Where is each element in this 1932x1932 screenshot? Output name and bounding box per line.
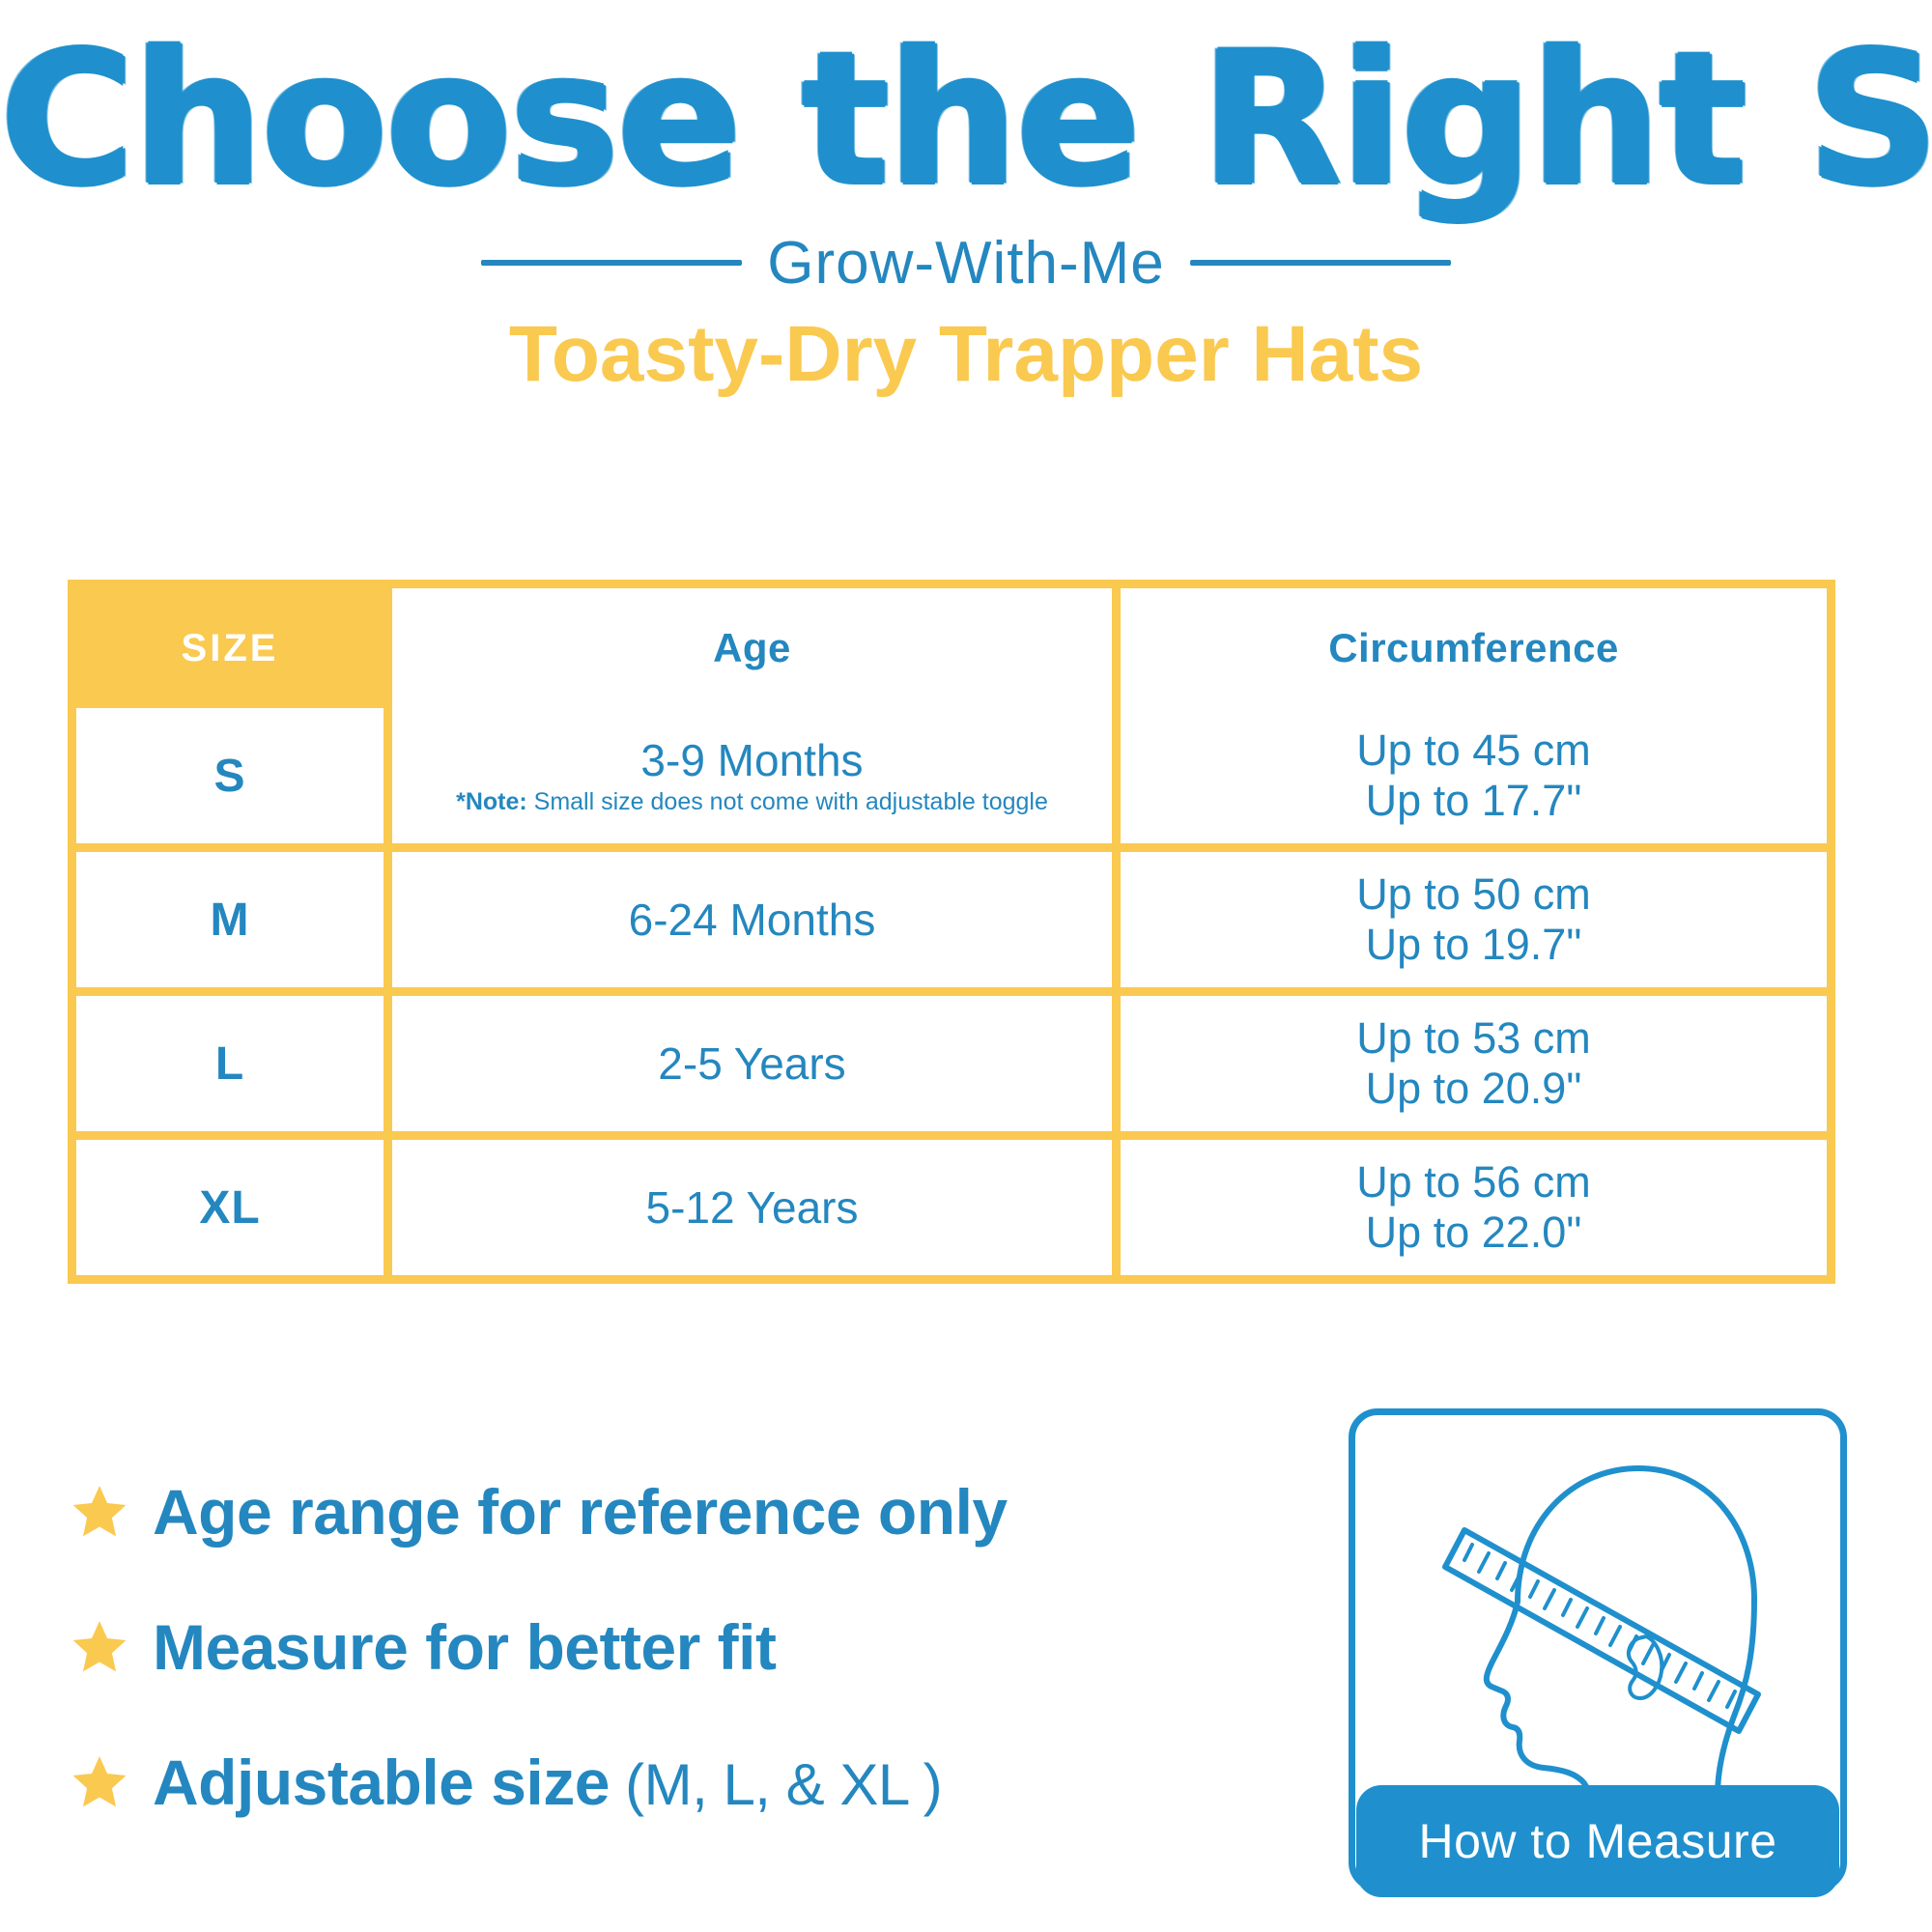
table-cell-age: 5-12 Years [392,1140,1112,1275]
age-value: 6-24 Months [628,894,876,945]
divider-left [481,260,743,266]
circumference-content: Up to 53 cm Up to 20.9" [1356,1013,1591,1114]
list-item-label: Adjustable size (M, L, & XL ) [153,1746,943,1819]
note-label: *Note: [456,788,527,816]
table-body: S 3-9 Months *Note: Small size does not … [76,708,1827,1275]
how-to-measure-label-bar[interactable]: How to Measure [1356,1785,1839,1897]
table-cell-age: 3-9 Months *Note: Small size does not co… [392,708,1112,843]
head-profile-with-measuring-tape-icon [1442,1465,1761,1824]
table-header-cell-size: SIZE [76,588,384,708]
age-content: 6-24 Months [628,894,876,945]
age-value: 3-9 Months [640,734,864,785]
star-icon [72,1756,127,1807]
table-row: L 2-5 Years Up to 53 cm Up to 20.9" [76,996,1827,1131]
table-cell-age: 6-24 Months [392,852,1112,987]
note-text: Small size does not come with adjustable… [526,788,1048,816]
star-icon [72,1486,127,1537]
subtitle-row: Grow-With-Me [0,229,1932,298]
circumference-content: Up to 45 cm Up to 17.7" [1356,725,1591,826]
list-item-text: Age range for reference only [153,1476,1008,1548]
list-item: Adjustable size (M, L, & XL ) [70,1715,1316,1850]
size-value: XL [199,1181,261,1234]
list-item: Age range for reference only [70,1444,1316,1579]
size-value: S [213,750,246,802]
list-item-suffix: (M, L, & XL ) [609,1752,943,1817]
feature-list: Age range for reference only Measure for… [70,1444,1316,1850]
circumference-cm: Up to 50 cm [1356,869,1591,920]
column-header-age: Age [713,625,791,670]
size-value: M [210,894,250,946]
page-header: Choose the Right Size Grow-With-Me Toast… [0,0,1932,400]
list-item-text: Measure for better fit [153,1611,777,1683]
age-value: 2-5 Years [658,1037,846,1089]
table-cell-size: XL [76,1140,384,1275]
table-cell-size: M [76,852,384,987]
how-to-measure-label: How to Measure [1418,1814,1777,1868]
table-header: SIZE Age Circumference [76,588,1827,708]
circumference-in: Up to 20.9" [1365,1064,1582,1113]
circumference-cm: Up to 53 cm [1356,1013,1591,1064]
divider-right [1189,260,1451,266]
age-value: 5-12 Years [645,1181,859,1233]
age-content: 3-9 Months *Note: Small size does not co… [456,734,1048,815]
list-item-text: Adjustable size [153,1747,610,1818]
table-cell-circumference: Up to 53 cm Up to 20.9" [1121,996,1827,1131]
age-content: 5-12 Years [645,1181,859,1233]
table-row: S 3-9 Months *Note: Small size does not … [76,708,1827,843]
table-row: XL 5-12 Years Up to 56 cm Up to 22.0" [76,1140,1827,1275]
star-icon [72,1621,127,1672]
subtitle: Grow-With-Me [767,229,1165,297]
page-title: Choose the Right Size [0,13,1932,226]
size-chart-table: SIZE Age Circumference S 3-9 Months *Not… [68,580,1835,1284]
list-item-label: Measure for better fit [153,1610,777,1684]
table-header-cell-age: Age [392,588,1112,708]
circumference-in: Up to 22.0" [1365,1208,1582,1257]
circumference-cm: Up to 56 cm [1356,1157,1591,1208]
table-header-cell-circumference: Circumference [1121,588,1827,708]
circumference-in: Up to 17.7" [1365,776,1582,825]
product-title: Toasty-Dry Trapper Hats [508,309,1424,398]
circumference-content: Up to 56 cm Up to 22.0" [1356,1157,1591,1258]
circumference-in: Up to 19.7" [1365,920,1582,969]
list-item-label: Age range for reference only [153,1475,1008,1548]
table-cell-circumference: Up to 45 cm Up to 17.7" [1121,708,1827,843]
table-cell-circumference: Up to 56 cm Up to 22.0" [1121,1140,1827,1275]
table-row: M 6-24 Months Up to 50 cm Up to 19.7" [76,852,1827,987]
column-header-size: SIZE [181,626,279,669]
size-value: L [214,1037,245,1090]
age-content: 2-5 Years [658,1037,846,1089]
table-cell-circumference: Up to 50 cm Up to 19.7" [1121,852,1827,987]
how-to-measure-card[interactable]: How to Measure [1349,1408,1847,1897]
list-item: Measure for better fit [70,1579,1316,1715]
circumference-content: Up to 50 cm Up to 19.7" [1356,869,1591,970]
table-cell-size: L [76,996,384,1131]
size-note: *Note: Small size does not come with adj… [456,789,1048,814]
table-cell-size: S [76,708,384,843]
circumference-cm: Up to 45 cm [1356,725,1591,776]
table-header-row: SIZE Age Circumference [76,588,1827,708]
table-cell-age: 2-5 Years [392,996,1112,1131]
column-header-circumference: Circumference [1328,625,1619,670]
